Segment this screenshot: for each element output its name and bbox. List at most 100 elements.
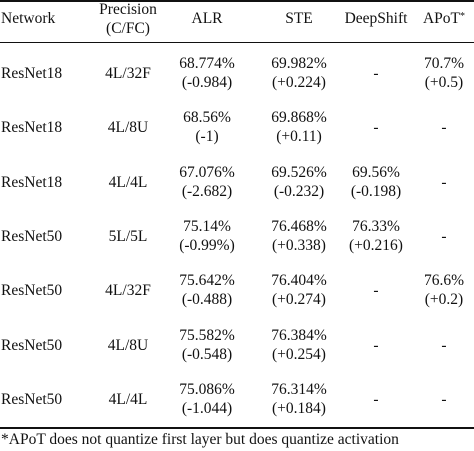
cell-apot: -	[411, 227, 474, 246]
cell-ste: 69.526% (-0.232)	[251, 163, 347, 201]
cell-network: ResNet18	[1, 119, 63, 136]
cell-apot: -	[411, 336, 474, 355]
cell-ste: 69.982% (+0.224)	[251, 54, 347, 92]
cell-alr-value: 75.14%	[183, 218, 231, 235]
cell-ste-value: 69.982%	[271, 55, 327, 72]
cell-deepshift: 69.56% (-0.198)	[328, 163, 424, 201]
cell-apot-value: -	[441, 119, 447, 136]
header-network: Network	[1, 10, 56, 27]
cell-precision: 4L/32F	[105, 282, 151, 299]
cell-alr-value: 75.582%	[179, 327, 235, 344]
cell-alr-delta: (-0.488)	[181, 291, 233, 308]
cell-ste-delta: (+0.254)	[272, 346, 326, 363]
cell-ste: 69.868% (+0.11)	[251, 108, 347, 146]
cell-deepshift-delta: (-0.198)	[350, 183, 402, 200]
cell-precision: 5L/5L	[108, 228, 148, 245]
cell-deepshift-value: -	[373, 391, 379, 408]
cell-apot: 76.6% (+0.2)	[411, 271, 474, 309]
cell-alr: 75.086% (-1.044)	[159, 380, 255, 418]
cell-network: ResNet18	[1, 174, 63, 191]
cell-alr-delta: (-1)	[195, 128, 219, 145]
cell-precision: 4L/8U	[107, 337, 149, 354]
header-apot-footnote-mark: *	[460, 11, 466, 22]
cell-deepshift-value: -	[373, 337, 379, 354]
cell-apot: -	[411, 118, 474, 137]
cell-deepshift-value: -	[373, 65, 379, 82]
cell-ste-value: 76.468%	[271, 218, 327, 235]
cell-apot-delta: (+0.2)	[424, 291, 464, 308]
cell-precision: 4L/32F	[105, 65, 151, 82]
cell-ste: 76.384% (+0.254)	[251, 326, 347, 364]
cell-ste-value: 76.314%	[271, 381, 327, 398]
cell-ste-delta: (+0.338)	[272, 237, 326, 254]
cell-apot-value: -	[441, 391, 447, 408]
header-ste: STE	[285, 10, 313, 27]
cell-alr: 75.642% (-0.488)	[159, 271, 255, 309]
header-precision: Precision (C/FC)	[82, 0, 174, 38]
header-apot: APoT*	[411, 9, 474, 28]
cell-deepshift: -	[328, 118, 424, 137]
cell-alr-delta: (-1.044)	[181, 400, 233, 417]
cell-network: ResNet50	[1, 391, 63, 408]
cell-ste-delta: (-0.232)	[273, 183, 325, 200]
cell-ste: 76.314% (+0.184)	[251, 380, 347, 418]
header-alr: ALR	[191, 10, 223, 27]
header-deepshift: DeepShift	[344, 10, 408, 27]
cell-deepshift: -	[328, 64, 424, 83]
cell-alr-value: 68.774%	[179, 55, 235, 72]
cell-ste-delta: (+0.274)	[272, 291, 326, 308]
cell-apot: -	[411, 390, 474, 409]
cell-deepshift: 76.33% (+0.216)	[328, 217, 424, 255]
table-bottom-rule	[0, 427, 474, 429]
cell-apot-value: 76.6%	[423, 272, 465, 289]
cell-network: ResNet50	[1, 228, 63, 245]
cell-deepshift-delta: (+0.216)	[349, 237, 403, 254]
cell-alr-value: 75.086%	[179, 381, 235, 398]
cell-ste-value: 69.526%	[271, 164, 327, 181]
cell-alr-delta: (-0.99%)	[179, 237, 235, 254]
cell-deepshift-value: 69.56%	[352, 164, 400, 181]
cell-deepshift-value: 76.33%	[352, 218, 400, 235]
table-header-rule	[0, 42, 474, 43]
header-precision-line1: Precision	[99, 1, 157, 18]
cell-deepshift: -	[328, 281, 424, 300]
cell-ste-value: 76.384%	[271, 327, 327, 344]
cell-alr: 67.076% (-2.682)	[159, 163, 255, 201]
header-precision-line2: (C/FC)	[106, 20, 150, 37]
cell-network: ResNet18	[1, 65, 63, 82]
cell-precision: 4L/8U	[107, 119, 149, 136]
header-apot-label: APoT	[422, 10, 461, 27]
cell-apot-value: 70.7%	[423, 55, 465, 72]
cell-ste-delta: (+0.224)	[272, 74, 326, 91]
cell-apot-delta: (+0.5)	[424, 74, 464, 91]
cell-alr-value: 67.076%	[179, 164, 235, 181]
cell-ste-value: 69.868%	[271, 109, 327, 126]
cell-ste-value: 76.404%	[271, 272, 327, 289]
cell-alr: 75.582% (-0.548)	[159, 326, 255, 364]
cell-apot-value: -	[441, 174, 447, 191]
cell-alr: 68.774% (-0.984)	[159, 54, 255, 92]
cell-alr-delta: (-0.984)	[181, 74, 233, 91]
cell-alr: 68.56% (-1)	[159, 108, 255, 146]
cell-network: ResNet50	[1, 337, 63, 354]
cell-ste-delta: (+0.184)	[272, 400, 326, 417]
cell-alr-value: 68.56%	[183, 109, 231, 126]
cell-deepshift: -	[328, 390, 424, 409]
table-footnote: *APoT does not quantize first layer but …	[1, 431, 399, 448]
cell-ste: 76.404% (+0.274)	[251, 271, 347, 309]
cell-alr-value: 75.642%	[179, 272, 235, 289]
cell-alr: 75.14% (-0.99%)	[159, 217, 255, 255]
cell-apot-value: -	[441, 228, 447, 245]
cell-alr-delta: (-2.682)	[181, 183, 233, 200]
cell-apot-value: -	[441, 337, 447, 354]
cell-ste: 76.468% (+0.338)	[251, 217, 347, 255]
cell-apot: -	[411, 173, 474, 192]
cell-apot: 70.7% (+0.5)	[411, 54, 474, 92]
cell-precision: 4L/4L	[108, 391, 148, 408]
cell-ste-delta: (+0.11)	[276, 128, 322, 145]
table-top-rule	[0, 0, 474, 2]
cell-alr-delta: (-0.548)	[181, 346, 233, 363]
cell-deepshift-value: -	[373, 282, 379, 299]
cell-deepshift: -	[328, 336, 424, 355]
cell-deepshift-value: -	[373, 119, 379, 136]
